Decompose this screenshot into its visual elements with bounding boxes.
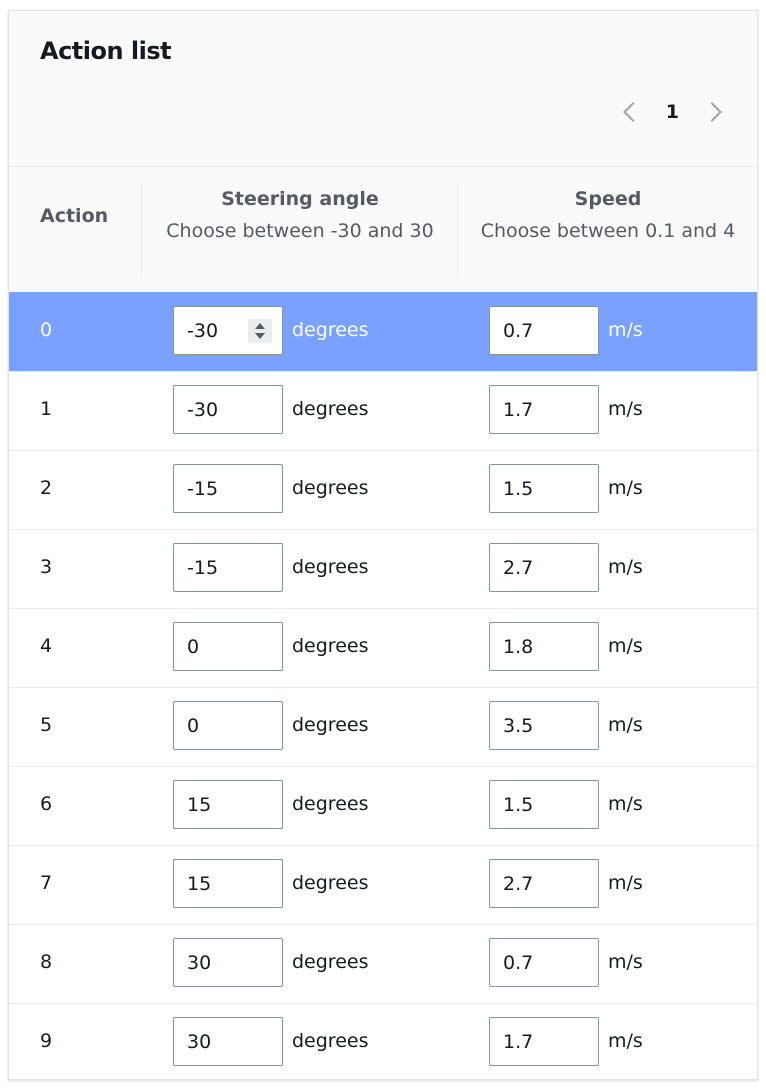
action-index: 8 [40, 951, 53, 973]
steering-unit: degrees [292, 556, 369, 578]
speed-input[interactable]: 2.7 [489, 543, 599, 592]
table-row[interactable]: 9 30 degrees 1.7 m/s [9, 1003, 757, 1079]
action-index: 0 [40, 319, 53, 341]
table-header: Action Steering angle Choose between -30… [9, 167, 757, 293]
speed-input[interactable]: 0.7 [489, 938, 599, 987]
steering-angle-input[interactable]: -30 [173, 385, 283, 434]
speed-unit: m/s [608, 714, 643, 736]
speed-unit: m/s [608, 872, 643, 894]
speed-input[interactable]: 1.7 [489, 1017, 599, 1066]
table-row[interactable]: 8 30 degrees 0.7 m/s [9, 924, 757, 1003]
table-row[interactable]: 6 15 degrees 1.5 m/s [9, 766, 757, 845]
table-row[interactable]: 5 0 degrees 3.5 m/s [9, 687, 757, 766]
table-row[interactable]: 4 0 degrees 1.8 m/s [9, 608, 757, 687]
speed-unit: m/s [608, 1030, 643, 1052]
spinner-icon[interactable] [248, 319, 272, 343]
chevron-right-icon[interactable] [702, 102, 722, 122]
steering-unit: degrees [292, 477, 369, 499]
panel-header: Action list 1 [9, 11, 757, 167]
steering-unit: degrees [292, 635, 369, 657]
table-row[interactable]: 7 15 degrees 2.7 m/s [9, 845, 757, 924]
action-index: 4 [40, 635, 53, 657]
chevron-left-icon[interactable] [622, 102, 643, 122]
steering-angle-input[interactable]: 30 [173, 938, 283, 987]
table-row[interactable]: 2 -15 degrees 1.5 m/s [9, 450, 757, 529]
steering-unit: degrees [292, 951, 369, 973]
table-row[interactable]: 0 -30 degrees 0.7 m/s [9, 292, 757, 371]
steering-unit: degrees [292, 1030, 369, 1052]
speed-input[interactable]: 3.5 [489, 701, 599, 750]
steering-angle-input[interactable]: -15 [173, 464, 283, 513]
steering-unit: degrees [292, 398, 369, 420]
action-index: 3 [40, 556, 53, 578]
action-index: 7 [40, 872, 53, 894]
speed-label: Speed [574, 188, 642, 210]
steering-unit: degrees [292, 793, 369, 815]
steering-angle-input[interactable]: 30 [173, 1017, 283, 1066]
pagination: 1 [622, 101, 722, 123]
speed-unit: m/s [608, 398, 643, 420]
current-page[interactable]: 1 [665, 101, 679, 123]
action-list-panel: Action list 1 Action Steering angle Choo… [8, 10, 758, 1080]
speed-input[interactable]: 2.7 [489, 859, 599, 908]
speed-input[interactable]: 1.5 [489, 780, 599, 829]
action-index: 1 [40, 398, 53, 420]
steering-angle-input[interactable]: -15 [173, 543, 283, 592]
speed-input[interactable]: 0.7 [489, 306, 599, 355]
column-header-steering: Steering angle Choose between -30 and 30 [141, 183, 458, 277]
action-index: 9 [40, 1030, 53, 1052]
speed-unit: m/s [608, 319, 643, 341]
panel-title: Action list [40, 37, 172, 65]
steering-angle-input[interactable]: 0 [173, 622, 283, 671]
steering-unit: degrees [292, 714, 369, 736]
table-row[interactable]: 3 -15 degrees 2.7 m/s [9, 529, 757, 608]
steering-angle-input[interactable]: 0 [173, 701, 283, 750]
column-header-action: Action [40, 205, 109, 227]
speed-hint: Choose between 0.1 and 4 [480, 220, 736, 242]
speed-unit: m/s [608, 477, 643, 499]
speed-unit: m/s [608, 951, 643, 973]
speed-unit: m/s [608, 556, 643, 578]
steering-angle-input[interactable]: -30 [173, 306, 283, 355]
speed-input[interactable]: 1.7 [489, 385, 599, 434]
steering-label: Steering angle [221, 188, 379, 210]
steering-unit: degrees [292, 319, 369, 341]
speed-unit: m/s [608, 635, 643, 657]
table-row[interactable]: 1 -30 degrees 1.7 m/s [9, 371, 757, 450]
speed-unit: m/s [608, 793, 643, 815]
steering-hint: Choose between -30 and 30 [166, 220, 434, 242]
action-index: 5 [40, 714, 53, 736]
speed-input[interactable]: 1.5 [489, 464, 599, 513]
steering-unit: degrees [292, 872, 369, 894]
steering-angle-input[interactable]: 15 [173, 780, 283, 829]
action-index: 6 [40, 793, 53, 815]
column-header-speed: Speed Choose between 0.1 and 4 [457, 183, 757, 277]
speed-input[interactable]: 1.8 [489, 622, 599, 671]
steering-angle-input[interactable]: 15 [173, 859, 283, 908]
action-index: 2 [40, 477, 53, 499]
